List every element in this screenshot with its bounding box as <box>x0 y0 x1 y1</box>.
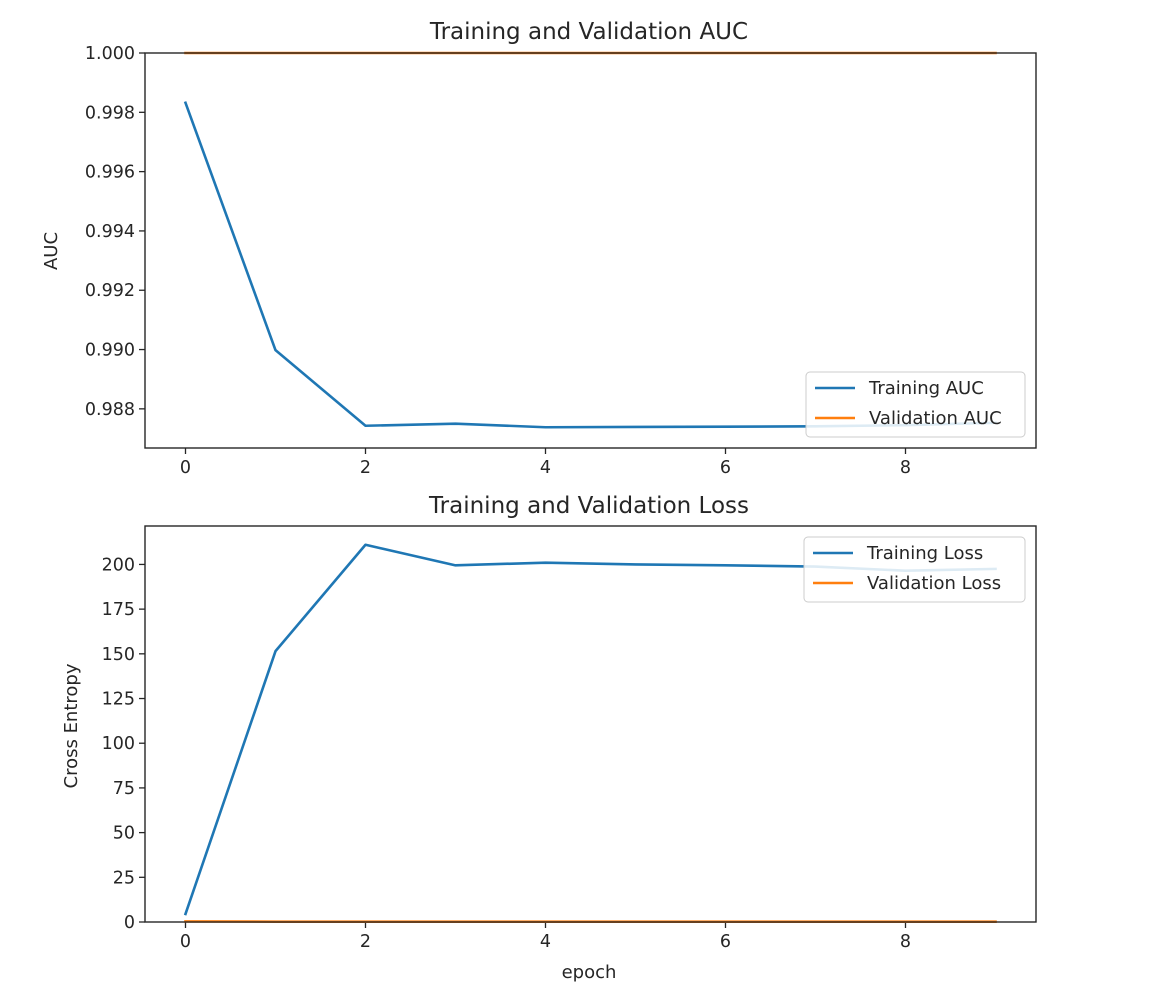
loss-chart-title: Training and Validation Loss <box>428 493 749 519</box>
loss-y-tick-label: 200 <box>102 555 135 575</box>
auc-x-tick-label: 4 <box>540 458 551 478</box>
loss-x-tick-label: 0 <box>180 932 191 952</box>
loss-y-tick-label: 50 <box>113 824 135 844</box>
auc-y-tick-label: 0.992 <box>85 281 135 301</box>
auc-y-tick-label: 0.998 <box>85 103 135 123</box>
auc-axis-ticks: 0 2 4 6 8 0.988 0.990 0.992 0.994 0.996 0.998 1.000 <box>85 44 911 478</box>
auc-y-tick-label: 0.994 <box>85 222 135 242</box>
auc-y-tick-label: 0.990 <box>85 341 135 361</box>
loss-x-tick-label: 6 <box>720 932 731 952</box>
loss-y-tick-label: 75 <box>113 779 135 799</box>
auc-chart-title: Training and Validation AUC <box>429 19 748 45</box>
auc-legend-label: Validation AUC <box>869 408 1002 429</box>
loss-legend-label: Training Loss <box>866 543 983 564</box>
loss-y-tick-label: 25 <box>113 868 135 888</box>
auc-x-tick-label: 0 <box>180 458 191 478</box>
auc-plot-frame <box>144 52 1037 449</box>
auc-series <box>183 51 997 429</box>
loss-chart: Training and Validation Loss Cross Entro… <box>61 493 1037 983</box>
loss-y-tick-label: 100 <box>102 734 135 754</box>
auc-y-axis-label: AUC <box>41 232 62 270</box>
loss-y-axis-label: Cross Entropy <box>61 663 82 788</box>
auc-y-tick-label: 0.996 <box>85 163 135 183</box>
auc-y-tick-label: 1.000 <box>85 44 135 64</box>
auc-y-tick-label: 0.988 <box>85 400 135 420</box>
loss-x-tick-label: 2 <box>360 932 371 952</box>
loss-axis-ticks: 0 2 4 6 8 0 25 50 75 100 125 150 175 200 <box>102 555 911 952</box>
loss-y-tick-label: 125 <box>102 690 135 710</box>
loss-x-axis-label: epoch <box>562 962 617 983</box>
auc-x-tick-label: 8 <box>900 458 911 478</box>
loss-y-tick-label: 175 <box>102 600 135 620</box>
loss-legend: Training Loss Validation Loss <box>803 536 1026 603</box>
loss-y-tick-label: 150 <box>102 645 135 665</box>
loss-x-tick-label: 8 <box>900 932 911 952</box>
loss-y-tick-label: 0 <box>124 913 135 933</box>
loss-legend-label: Validation Loss <box>867 573 1001 594</box>
auc-x-tick-label: 2 <box>360 458 371 478</box>
auc-legend-label: Training AUC <box>868 378 984 399</box>
auc-legend: Training AUC Validation AUC <box>805 371 1026 438</box>
auc-legend-box <box>805 371 1026 438</box>
auc-x-tick-label: 6 <box>720 458 731 478</box>
loss-plot-frame <box>144 525 1037 923</box>
loss-x-tick-label: 4 <box>540 932 551 952</box>
loss-legend-box <box>803 536 1026 603</box>
auc-chart: Training and Validation AUC AUC 0 2 4 6 8 0.9… <box>41 19 1037 478</box>
